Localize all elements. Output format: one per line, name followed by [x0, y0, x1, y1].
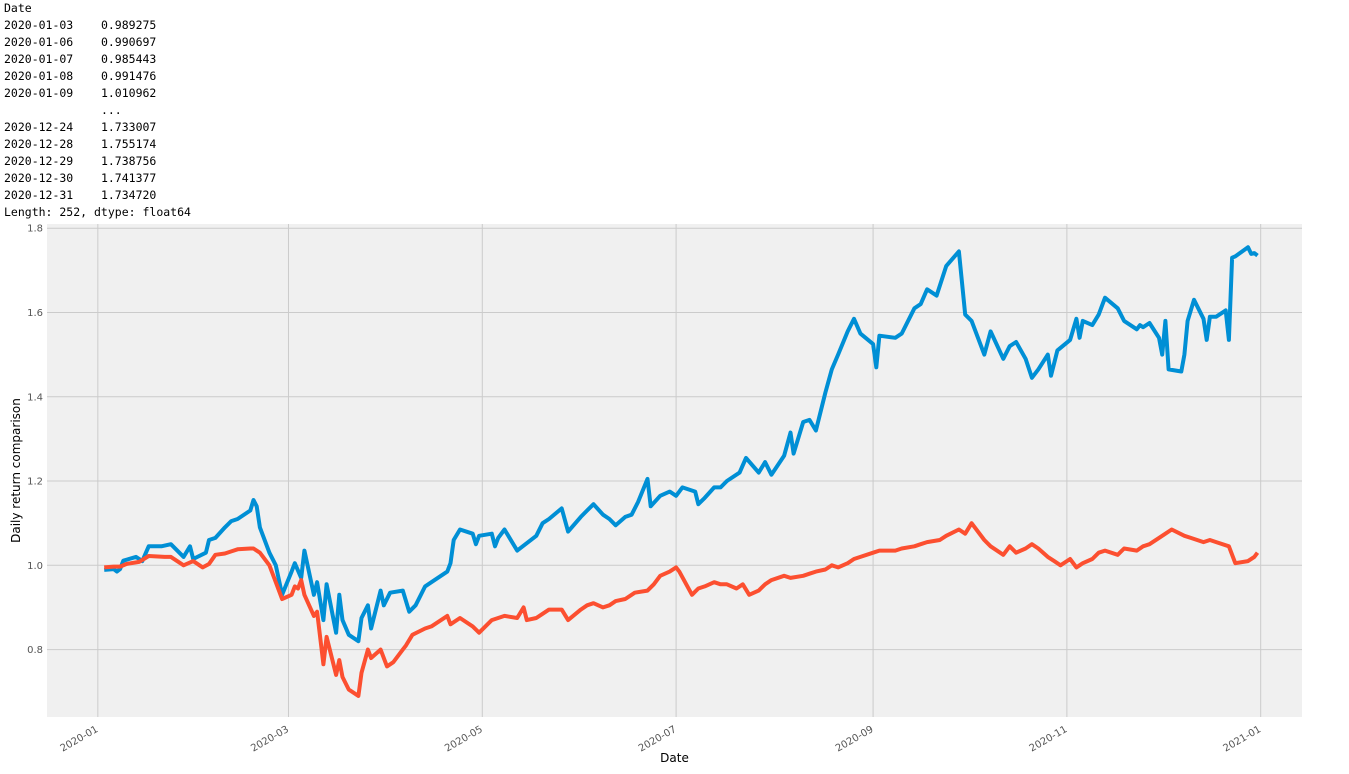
x-tick-label: 2020-03	[249, 724, 291, 754]
y-tick-label: 0.8	[27, 645, 43, 656]
console-row: 2020-12-24 1.733007	[4, 120, 156, 134]
console-header: Date	[4, 1, 32, 15]
console-row: ...	[4, 103, 122, 117]
console-row-value: 1.738756	[100, 154, 157, 168]
console-row-date: 2020-01-08	[4, 69, 74, 83]
console-row: 2020-01-07 0.985443	[4, 52, 156, 66]
series-lines	[104, 245, 1260, 698]
console-row: 2020-12-31 1.734720	[4, 188, 156, 202]
x-axis-label: Date	[660, 751, 689, 765]
x-tick-label: 2020-01	[59, 724, 101, 754]
console-output: Date 2020-01-03 0.989275 2020-01-06 0.99…	[4, 0, 191, 221]
console-row-value: 1.741377	[100, 171, 157, 185]
y-tick-label: 1.0	[27, 561, 43, 572]
x-tick-label: 2020-07	[637, 724, 679, 754]
console-row-value: 0.990697	[100, 35, 157, 49]
x-tick-label: 2020-05	[443, 724, 485, 754]
console-row-date: 2020-12-24	[4, 120, 74, 134]
console-rows: 2020-01-03 0.989275 2020-01-06 0.990697 …	[4, 18, 156, 202]
y-tick-label: 1.6	[27, 308, 43, 319]
console-row: 2020-12-30 1.741377	[4, 171, 156, 185]
console-row: 2020-01-03 0.989275	[4, 18, 156, 32]
y-tick-label: 1.4	[27, 392, 43, 403]
console-row-date: 2020-12-31	[4, 188, 74, 202]
console-row-date: 2020-12-30	[4, 171, 74, 185]
console-row: 2020-12-29 1.738756	[4, 154, 156, 168]
console-row-value: 1.010962	[100, 86, 157, 100]
console-row-date: 2020-12-29	[4, 154, 74, 168]
console-row-value: 1.733007	[100, 120, 157, 134]
console-row-value: 0.985443	[100, 52, 157, 66]
console-row: 2020-01-09 1.010962	[4, 86, 156, 100]
x-tick-label: 2020-09	[834, 724, 876, 754]
series-line-1	[104, 245, 1259, 644]
plot-area	[47, 224, 1302, 717]
x-tick-labels: 2020-01 2020-03 2020-05 2020-07 2020-09 2020-…	[59, 724, 1264, 754]
console-row-value: 0.991476	[100, 69, 157, 83]
console-row-value: ...	[100, 103, 122, 117]
x-tick-label: 2020-11	[1028, 724, 1070, 754]
console-row: 2020-01-06 0.990697	[4, 35, 156, 49]
y-axis-label: Daily return comparison	[9, 398, 23, 543]
grid-lines	[47, 224, 1302, 717]
console-row-value: 1.734720	[100, 188, 157, 202]
console-row-date: 2020-12-28	[4, 137, 74, 151]
console-row-date: 2020-01-03	[4, 18, 74, 32]
console-row-date: 2020-01-06	[4, 35, 74, 49]
console-footer: Length: 252, dtype: float64	[4, 205, 191, 219]
console-row-value: 0.989275	[100, 18, 157, 32]
console-row-date: 2020-01-07	[4, 52, 74, 66]
series-line-2	[104, 521, 1260, 698]
console-row-date: 2020-01-09	[4, 86, 74, 100]
console-row: 2020-01-08 0.991476	[4, 69, 156, 83]
y-tick-label: 1.8	[27, 224, 43, 235]
console-row-value: 1.755174	[100, 137, 157, 151]
y-tick-labels: 0.8 1.0 1.2 1.4 1.6 1.8	[27, 224, 43, 656]
console-row: 2020-12-28 1.755174	[4, 137, 156, 151]
x-tick-label: 2021-01	[1221, 724, 1263, 754]
y-tick-label: 1.2	[27, 477, 43, 488]
